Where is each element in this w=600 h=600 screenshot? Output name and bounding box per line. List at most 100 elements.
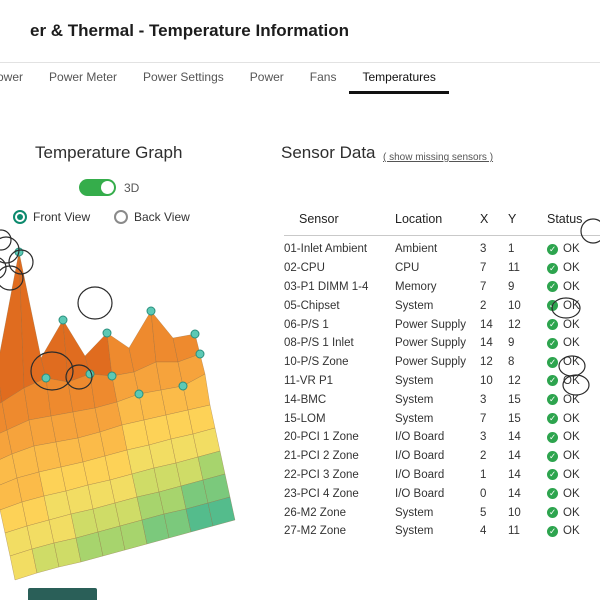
- column-header-x: X: [480, 212, 489, 226]
- sensor-marker-dot[interactable]: [146, 306, 156, 316]
- x-value: 2: [480, 299, 487, 312]
- tab-ower[interactable]: ower: [0, 70, 24, 84]
- sensor-name: 26-M2 Zone: [284, 506, 347, 519]
- status-cell: ✓ OK: [547, 337, 600, 349]
- sensor-name: 10-P/S Zone: [284, 356, 349, 369]
- y-value: 10: [508, 506, 521, 519]
- status-text: OK: [563, 393, 580, 406]
- surface-cell: [62, 319, 91, 383]
- sensor-marker-dot[interactable]: [85, 369, 95, 379]
- status-text: OK: [563, 262, 580, 275]
- sensor-marker-dot[interactable]: [134, 389, 144, 399]
- surface-cell: [128, 310, 157, 373]
- status-cell: ✓ OK: [547, 262, 600, 274]
- back-view-radio[interactable]: Back View: [114, 209, 190, 225]
- surface-cell: [165, 409, 194, 440]
- status-cell: ✓ OK: [547, 300, 600, 312]
- status-ok-icon: ✓: [547, 319, 558, 331]
- hand-drawn-circle-annotation: [77, 286, 113, 320]
- sensor-name: 06-P/S 1: [284, 318, 329, 331]
- surface-cell: [21, 495, 50, 527]
- surface-cell: [26, 519, 55, 550]
- location: I/O Board: [395, 487, 445, 500]
- status-ok-icon: ✓: [547, 507, 558, 519]
- 3d-toggle[interactable]: [79, 179, 116, 196]
- sensor-marker-dot[interactable]: [102, 328, 112, 338]
- column-header-sensor: Sensor: [299, 212, 339, 226]
- surface-cell: [60, 461, 89, 492]
- location: I/O Board: [395, 431, 445, 444]
- front-view-label: Front View: [33, 210, 91, 224]
- status-cell: ✓ OK: [547, 469, 600, 481]
- sensor-marker-dot[interactable]: [41, 373, 51, 383]
- status-cell: ✓ OK: [547, 413, 600, 425]
- sensor-marker-dot[interactable]: [107, 371, 117, 381]
- table-row: 21-PCI 2 Zone I/O Board 2 14 ✓ OK: [284, 447, 600, 466]
- surface-cell: [16, 471, 45, 503]
- surface-cell: [72, 407, 101, 439]
- surface-cell: [163, 508, 192, 539]
- sensor-name: 15-LOM: [284, 412, 326, 425]
- location: I/O Board: [395, 450, 445, 463]
- table-row: 08-P/S 1 Inlet Power Supply 14 9 ✓ OK: [284, 334, 600, 353]
- table-row: 06-P/S 1 Power Supply 14 12 ✓ OK: [284, 315, 600, 334]
- sensor-marker-dot[interactable]: [190, 329, 200, 339]
- surface-cell: [131, 467, 160, 498]
- tab-fans[interactable]: Fans: [309, 70, 337, 84]
- sensor-table: Sensor Location X Y Status 01-Inlet Ambient A…: [284, 212, 600, 541]
- surface-cell: [9, 548, 38, 581]
- tab-power-settings[interactable]: Power Settings: [143, 70, 224, 84]
- status-cell: ✓ OK: [547, 243, 600, 255]
- hand-drawn-circle-annotation: [8, 249, 34, 275]
- graph-panel-heading: Temperature Graph: [35, 143, 183, 162]
- tab-power[interactable]: Power: [249, 70, 284, 84]
- y-value: 14: [508, 431, 521, 444]
- table-row: 05-Chipset System 2 10 ✓ OK: [284, 296, 600, 315]
- y-value: 9: [508, 280, 515, 293]
- status-cell: ✓ OK: [547, 394, 600, 406]
- sensor-marker-dot[interactable]: [14, 247, 24, 257]
- table-row: 14-BMC System 3 15 ✓ OK: [284, 390, 600, 409]
- surface-cell: [126, 444, 155, 475]
- sensor-marker-dot[interactable]: [178, 381, 188, 391]
- surface-cell: [53, 537, 82, 568]
- hand-drawn-circle-annotation: [0, 257, 7, 279]
- cropped-bottom-element: [28, 588, 97, 600]
- location: Power Supply: [395, 337, 466, 350]
- sensor-marker-dot[interactable]: [58, 315, 68, 325]
- table-row: 11-VR P1 System 10 12 ✓ OK: [284, 372, 600, 391]
- status-ok-icon: ✓: [547, 450, 558, 462]
- y-value: 14: [508, 487, 521, 500]
- surface-cell: [160, 385, 189, 416]
- location: System: [395, 299, 434, 312]
- surface-cell: [99, 424, 128, 457]
- sensor-name: 23-PCI 4 Zone: [284, 487, 359, 500]
- y-value: 9: [508, 337, 515, 350]
- front-view-radio[interactable]: Front View: [13, 209, 90, 225]
- show-missing-sensors-link[interactable]: ( show missing sensors ): [383, 152, 494, 163]
- location: System: [395, 393, 434, 406]
- status-ok-icon: ✓: [547, 431, 558, 443]
- hand-drawn-circle-annotation: [65, 364, 93, 390]
- sensor-name: 05-Chipset: [284, 299, 340, 312]
- surface-cell: [4, 525, 33, 557]
- surface-cell: [187, 404, 216, 435]
- status-cell: ✓ OK: [547, 281, 600, 293]
- location: System: [395, 506, 434, 519]
- surface-cell: [0, 429, 13, 460]
- location: System: [395, 525, 434, 538]
- surface-cell: [180, 479, 209, 510]
- status-ok-icon: ✓: [547, 262, 558, 274]
- sensor-name: 21-PCI 2 Zone: [284, 450, 359, 463]
- hand-drawn-circle-annotation: [30, 351, 74, 391]
- surface-cell: [182, 373, 211, 411]
- status-ok-icon: ✓: [547, 281, 558, 293]
- tab-temperatures[interactable]: Temperatures: [349, 70, 449, 94]
- header-divider: [0, 62, 600, 63]
- status-cell: ✓ OK: [547, 319, 600, 331]
- tab-power-meter[interactable]: Power Meter: [49, 70, 118, 84]
- surface-cell: [197, 450, 226, 481]
- sensor-marker-dot[interactable]: [195, 349, 205, 359]
- surface-cell: [116, 393, 145, 426]
